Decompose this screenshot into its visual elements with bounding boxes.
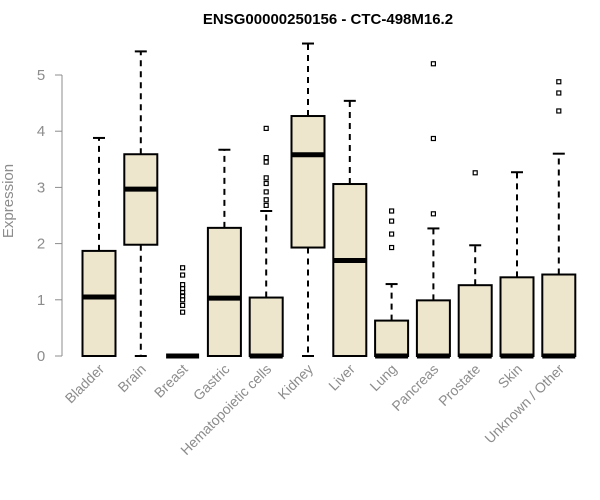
box-group (81, 136, 117, 358)
outlier-point (180, 309, 186, 315)
box-group (290, 42, 326, 357)
x-tick-label: Skin (495, 361, 526, 392)
x-tick-label: Kidney (275, 361, 317, 403)
box-group (374, 208, 410, 359)
x-tick-label: Prostate (435, 361, 483, 409)
box-group (415, 61, 451, 359)
outlier-point (263, 175, 269, 181)
outlier-point (263, 125, 269, 131)
outlier-point (180, 302, 186, 309)
y-tick-label: 1 (37, 292, 45, 309)
box-group (499, 171, 535, 359)
outlier-point (556, 90, 562, 96)
outlier-point (263, 180, 269, 187)
outlier-point (430, 61, 436, 67)
box-iqr (415, 299, 451, 357)
x-tick-label: Brain (114, 361, 148, 395)
y-axis-label: Expression (0, 164, 17, 238)
outlier-point (556, 79, 562, 85)
outlier-point (389, 244, 395, 251)
y-axis: 0 1 2 3 4 5 (37, 67, 63, 365)
y-tick-label: 5 (37, 67, 45, 84)
outlier-point (180, 282, 186, 288)
box-iqr (332, 183, 368, 357)
box-iqr (248, 296, 284, 357)
y-tick-label: 2 (37, 236, 45, 253)
outlier-point (263, 155, 269, 161)
outlier-point (263, 189, 269, 195)
box-iqr (81, 249, 117, 358)
outlier-point (263, 202, 269, 208)
outlier-point (263, 159, 269, 165)
box-iqr (374, 319, 410, 357)
outlier-point (263, 197, 269, 203)
box-iqr (123, 153, 159, 246)
x-tick-label: Unknown / Other (481, 361, 567, 447)
y-tick-label: 4 (37, 123, 45, 140)
box-group (457, 170, 493, 359)
x-tick-label: Bladder (62, 361, 108, 407)
x-tick-label: Lung (366, 361, 399, 394)
box-group (123, 50, 159, 357)
outlier-point (389, 208, 395, 214)
box-iqr (541, 273, 577, 358)
outlier-point (180, 293, 186, 299)
outlier-point (180, 265, 186, 271)
outlier-point (430, 135, 436, 142)
outlier-point (180, 272, 186, 278)
outlier-point (556, 108, 562, 114)
y-tick-label: 0 (37, 348, 45, 365)
outlier-point (430, 211, 436, 217)
box-iqr (206, 226, 242, 357)
box-iqr (457, 284, 493, 357)
outlier-point (472, 170, 478, 176)
box-group (248, 125, 284, 359)
box-iqr (290, 115, 326, 249)
chart-title: ENSG00000250156 - CTC-498M16.2 (203, 11, 453, 28)
box-group (332, 99, 368, 357)
x-tick-label: Liver (325, 361, 358, 394)
outlier-point (389, 231, 395, 237)
outlier-point (389, 218, 395, 224)
box-group (541, 79, 577, 359)
box-iqr (499, 276, 535, 358)
y-tick-label: 3 (37, 179, 45, 196)
boxes-layer (81, 42, 577, 359)
box-group (166, 265, 200, 359)
x-tick-label: Breast (151, 361, 191, 401)
box-group (206, 148, 242, 357)
